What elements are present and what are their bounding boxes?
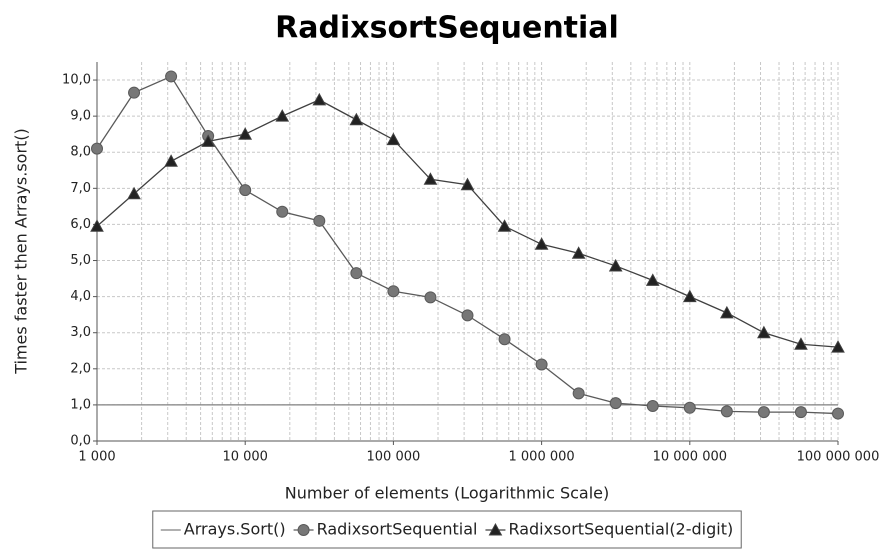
point [238,127,253,140]
point [312,92,327,106]
point [128,86,141,99]
x-tick-label: 10 000 [222,450,268,465]
point [488,522,503,536]
point [90,219,104,232]
point [423,172,438,185]
point [794,337,808,350]
point [831,340,845,353]
point [386,132,401,146]
point [682,289,697,303]
x-axis-label: Number of elements (Logarithmic Scale) [285,484,610,503]
point [460,177,475,191]
x-tick-label: 100 000 000 [797,450,880,465]
point [757,325,771,339]
y-tick-label: 2,0 [70,361,91,376]
point [608,258,623,272]
point [239,184,252,197]
legend: Arrays.Sort() RadixsortSequential Radixsor… [160,520,733,539]
point [164,154,178,167]
x-tick-label: 1 000 [78,450,115,465]
y-tick-label: 5,0 [70,253,91,268]
point [534,237,549,250]
point [757,406,770,419]
point [127,186,141,200]
point [497,219,512,232]
point [498,333,511,346]
x-tick-label: 100 000 [367,450,421,465]
legend-label: RadixsortSequential(2-digit) [508,520,733,539]
y-tick-label: 10,0 [62,73,91,88]
point [645,273,660,286]
y-tick-label: 7,0 [70,181,91,196]
y-tick-label: 1,0 [70,397,91,412]
point [424,291,437,304]
point [276,205,289,218]
y-tick-label: 9,0 [70,109,91,124]
y-axis-label: Times faster then Arrays.sort() [12,128,31,375]
point [297,524,310,536]
point [350,267,363,280]
x-tick-label: 10 000 000 [653,450,727,465]
point [313,214,326,227]
point [720,405,733,418]
point [571,246,586,259]
point [832,407,844,420]
chart-title: RadixsortSequential [275,11,619,46]
point [572,387,585,400]
point [535,358,548,371]
point [461,309,474,322]
point [609,397,622,410]
x-tick-label: 1 000 000 [509,450,575,465]
point [683,401,696,414]
y-tick-label: 3,0 [70,325,91,340]
point [387,285,400,298]
y-tick-label: 6,0 [70,217,91,232]
point [91,142,103,155]
point [794,406,807,419]
point [201,134,215,147]
point [720,305,734,319]
point [646,399,659,412]
y-tick-label: 0,0 [70,434,91,449]
legend-box [152,510,742,549]
y-tick-label: 8,0 [70,145,91,160]
point [165,70,178,83]
point [275,109,290,122]
series-line [96,75,839,415]
y-tick-label: 4,0 [70,289,91,304]
legend-label: RadixsortSequential [317,520,478,539]
point [349,112,364,126]
legend-label: Arrays.Sort() [184,520,286,539]
